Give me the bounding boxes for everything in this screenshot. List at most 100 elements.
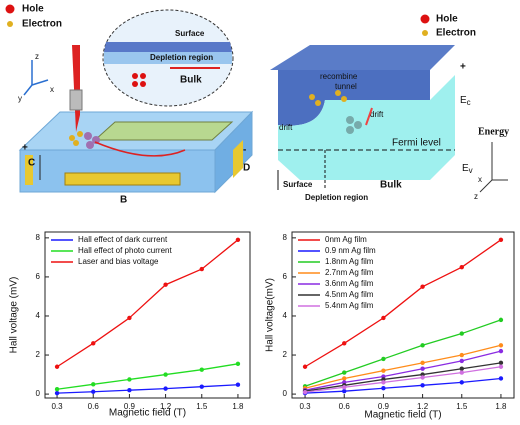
x-axis-label: Magnetic field (T) [364,410,441,421]
series-line [56,239,239,368]
region-label: Depletion region [305,193,368,202]
legend-text: Electron [436,28,476,39]
axis-label: y [18,94,22,103]
data-point [498,360,504,366]
series-line [304,239,502,368]
axis-title: Energy [478,126,509,137]
data-point [91,341,96,346]
legend-label: 0nm Ag film [325,235,367,244]
x-tick-label: 1.2 [417,402,429,411]
inset-label: Surface [175,29,205,38]
diagram-label: tunnel [335,82,357,91]
data-point [91,382,96,387]
axis-label: z [35,52,39,61]
data-point [459,352,464,358]
data-point [163,372,168,377]
data-point [302,364,308,369]
band-label: E [460,95,467,106]
y-tick-label: 4 [283,311,288,320]
x-tick-label: 1.5 [456,402,468,411]
x-tick-label: 0.3 [51,402,63,411]
data-point [199,266,204,272]
data-point [127,315,132,321]
y-axis-label: Hall voltage(mV) [265,278,276,352]
axis-label: x [50,85,54,94]
data-point [498,237,504,243]
data-point [498,348,504,354]
surface-band [270,45,455,70]
y-tick-label: 6 [283,272,288,281]
y-tick-label: 0 [283,389,288,398]
y-axis-label: Hall voltage (mV) [9,277,20,354]
legend-label: 0.9 nm Ag film [325,246,376,255]
data-point [199,367,204,372]
data-point [420,284,425,289]
diagram-label: drift [370,110,384,119]
x-tick-label: 1.8 [232,402,244,411]
x-axis-label: Magnetic field (T) [109,408,186,419]
terminal-label: C [28,158,35,169]
electrode-c [25,155,33,185]
data-point [459,366,464,371]
hall-device-diagram: Hole Electron z y x + C - D A B Surface … [5,4,254,206]
slab-front [19,149,216,193]
band-label: v [469,166,473,175]
axis-label: x [478,175,482,184]
data-point [459,370,464,375]
conduction-band [278,70,430,126]
data-point [498,364,504,369]
data-point [459,331,464,336]
legend-label: 1.8nm Ag film [325,257,374,266]
data-point [235,382,241,387]
data-point [420,343,425,348]
y-tick-label: 8 [283,233,288,242]
x-tick-label: 1.8 [495,402,507,411]
data-point [381,380,386,385]
data-point [420,375,425,380]
y-tick-label: 2 [36,350,41,359]
data-point [54,387,60,392]
diagram-label: drift [279,123,293,132]
y-tick-label: 4 [36,311,41,320]
terminal-sign: + [22,143,28,154]
legend-label: 2.7nm Ag film [325,268,374,277]
terminal-sign: - [243,145,246,156]
legend-label: Hall effect of dark current [78,235,168,244]
data-point [381,315,386,321]
electrode-d [233,140,243,178]
drift-arrow [94,141,186,157]
x-tick-label: 0.6 [88,402,100,411]
data-point [381,386,386,391]
x-tick-label: 0.9 [378,402,390,411]
x-tick-label: 1.5 [196,402,208,411]
legend-label: 3.6nm Ag film [325,279,374,288]
plot-frame [291,231,515,399]
data-point [199,384,204,389]
data-point [235,237,241,243]
data-point [302,389,308,395]
data-point [127,377,132,382]
data-point [54,364,60,369]
series-line [304,362,502,392]
data-point [459,358,464,364]
x-tick-label: 0.3 [299,402,311,411]
x-tick-label: 0.9 [124,402,136,411]
data-point [342,376,347,381]
electrode-a [93,121,234,141]
electrode-label: B [120,195,127,206]
terminal-sign: + [460,62,466,73]
axes-icon [479,142,508,193]
legend-label: Hall effect of photo current [78,246,172,255]
region-label: Surface [283,180,313,189]
electrode-b [64,172,181,186]
probe [69,89,83,111]
series-line [304,366,502,393]
band-label: Ec [460,95,471,107]
data-point [163,282,168,287]
axis-label: z [474,192,478,201]
data-point [342,388,347,394]
data-point [342,341,347,346]
data-point [420,360,425,366]
series-line [57,384,238,394]
